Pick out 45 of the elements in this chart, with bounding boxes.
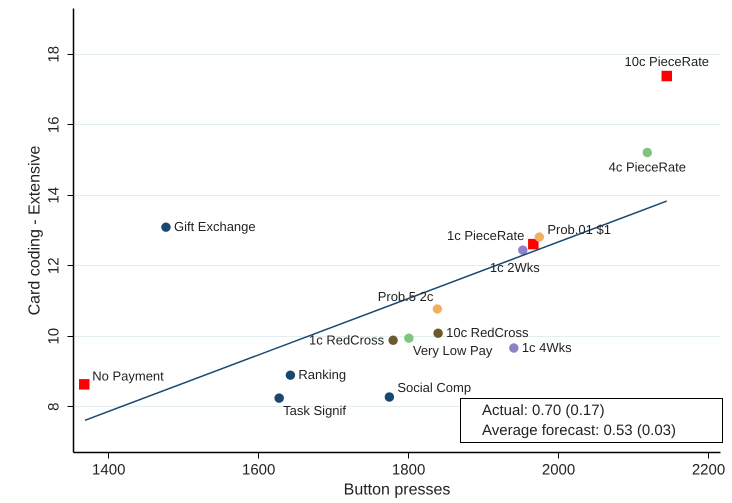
y-tick-label: 8 bbox=[46, 402, 62, 411]
point bbox=[79, 379, 90, 390]
annotation: No Payment bbox=[92, 368, 164, 384]
x-tick-label: 2200 bbox=[692, 462, 726, 478]
y-axis-title: Card coding - Extensive bbox=[26, 145, 44, 316]
point bbox=[388, 336, 398, 346]
x-tick-label: 1600 bbox=[242, 462, 276, 478]
y-tick-label: 14 bbox=[46, 186, 62, 204]
y-tick-label: 16 bbox=[46, 116, 62, 134]
annotation: 4c PieceRate bbox=[608, 159, 686, 174]
point bbox=[662, 70, 672, 82]
annotation: Prob.5 2c bbox=[378, 288, 434, 304]
point bbox=[433, 328, 443, 338]
x-tick-label: 2000 bbox=[542, 462, 576, 478]
x-axis-title: Button presses bbox=[344, 482, 450, 498]
annotation: Ranking bbox=[298, 367, 346, 382]
point bbox=[534, 232, 544, 242]
point bbox=[286, 370, 296, 380]
point bbox=[161, 222, 171, 232]
point bbox=[509, 343, 519, 353]
point bbox=[642, 148, 652, 158]
annotation: Gift Exchange bbox=[174, 219, 256, 234]
annotation: 10c RedCross bbox=[446, 325, 529, 340]
x-tick-label: 1800 bbox=[392, 462, 426, 478]
point bbox=[518, 245, 528, 255]
y-tick-label: 10 bbox=[46, 328, 62, 345]
annotation: Average forecast: 0.53 (0.03) bbox=[482, 421, 678, 441]
annotation: Prob.01 $1 bbox=[547, 222, 611, 238]
annotation: 1c RedCross bbox=[308, 332, 385, 348]
y-tick-label: 18 bbox=[46, 46, 62, 63]
point bbox=[274, 393, 284, 403]
x-tick-label: 1400 bbox=[92, 462, 126, 478]
annotation: Very Low Pay bbox=[412, 343, 493, 358]
y-tick-label: 12 bbox=[46, 257, 62, 274]
point bbox=[432, 304, 442, 314]
annotation: Actual: 0.70 (0.17) bbox=[482, 401, 606, 421]
annotation: Social Comp bbox=[397, 380, 472, 396]
annotation: 1c 4Wks bbox=[522, 340, 572, 356]
point bbox=[528, 238, 539, 250]
annotation: 1c PieceRate bbox=[446, 228, 524, 244]
point bbox=[384, 392, 394, 402]
note-box: Actual: 0.70 (0.17) Average forecast: 0.53 (0.03) bbox=[460, 398, 723, 443]
annotation: Task Signif bbox=[283, 403, 346, 418]
annotation: 10c PieceRate bbox=[624, 54, 710, 70]
point bbox=[404, 333, 414, 343]
